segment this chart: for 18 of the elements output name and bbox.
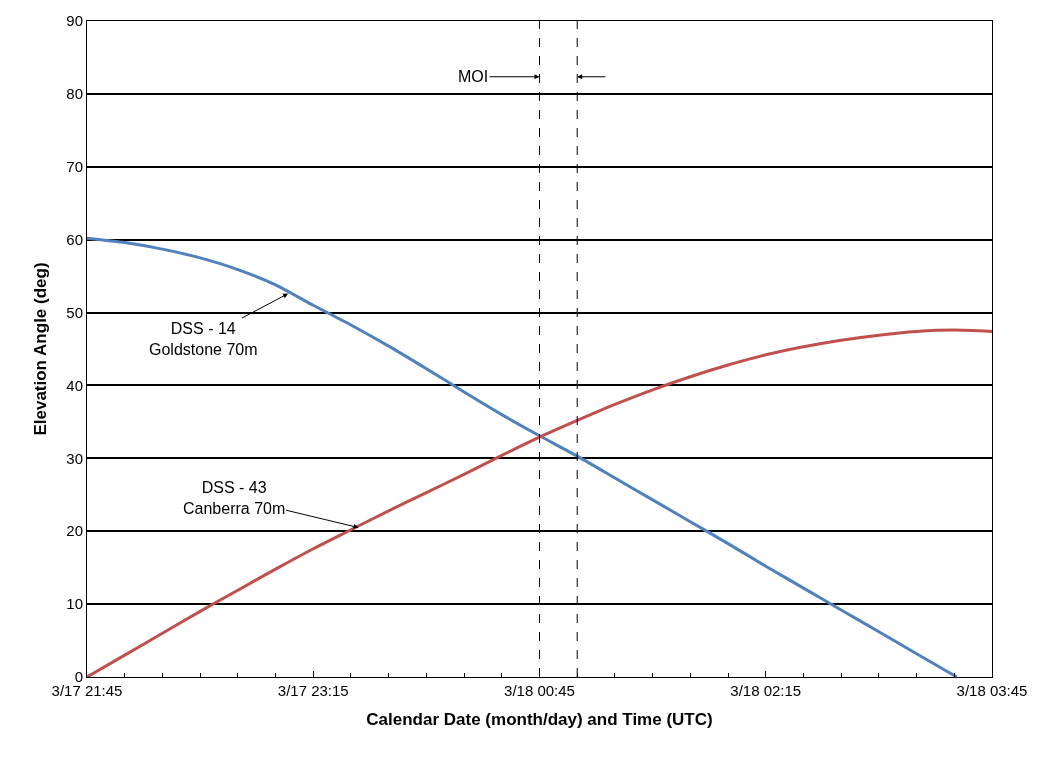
x-tick-label: 3/17 23:15	[277, 682, 349, 699]
x-axis-title: Calendar Date (month/day) and Time (UTC)	[366, 710, 713, 730]
y-tick-label: 70	[66, 158, 83, 176]
y-tick-label: 30	[66, 449, 83, 467]
y-tick-label: 40	[66, 376, 83, 394]
annotation: DSS - 14 Goldstone 70m	[149, 320, 258, 358]
annotation: DSS - 43 Canberra 70m	[183, 479, 286, 517]
y-tick-label: 50	[66, 303, 83, 321]
y-tick-label: 10	[66, 595, 83, 613]
y-tick-label: 20	[66, 522, 83, 540]
x-tick-label: 3/18 02:15	[730, 682, 802, 699]
y-tick-label: 80	[66, 85, 83, 103]
y-tick-label: 90	[66, 12, 83, 30]
x-tick-label: 3/18 03:45	[956, 682, 1028, 699]
ref-line-label: MOI	[458, 68, 489, 85]
x-tick-label: 3/18 00:45	[504, 682, 575, 699]
y-axis-title: Elevation Angle (deg)	[30, 262, 50, 436]
y-tick-label: 60	[66, 230, 83, 248]
